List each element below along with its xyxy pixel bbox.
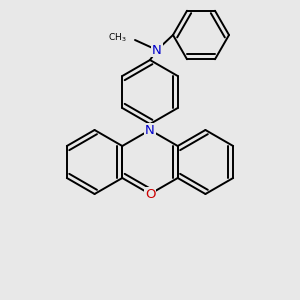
Text: N: N — [145, 124, 155, 136]
Text: N: N — [152, 44, 162, 56]
Text: CH$_3$: CH$_3$ — [108, 32, 127, 44]
Text: O: O — [145, 188, 155, 200]
